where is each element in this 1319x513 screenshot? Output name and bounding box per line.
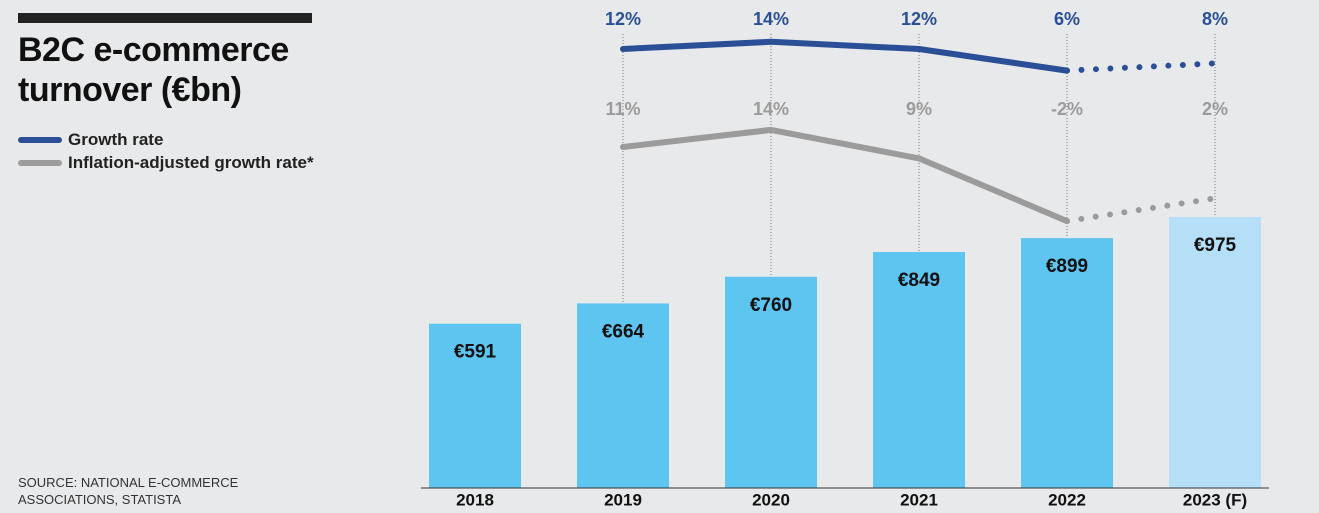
line-value-label: 14% (753, 99, 789, 119)
legend-swatch (18, 137, 62, 143)
bar-value-label: €760 (750, 295, 792, 316)
line (620, 126, 1070, 225)
x-tick-label: 2021 (900, 490, 938, 509)
bar-value-label: €664 (602, 321, 645, 342)
title-rule (18, 13, 312, 23)
line-value-label: 6% (1054, 9, 1080, 29)
bar (725, 276, 817, 488)
bar-value-label: €975 (1194, 235, 1237, 256)
legend-item: Growth rate (18, 130, 163, 150)
legend-swatch (18, 160, 62, 166)
line-value-label: 9% (906, 99, 932, 119)
line (620, 38, 1070, 74)
bar-value-label: €591 (454, 342, 497, 363)
legend-label: Inflation-adjusted growth rate* (68, 153, 314, 172)
bar-value-label: €849 (898, 270, 940, 291)
line-value-label: 12% (901, 9, 937, 29)
bar (1169, 217, 1261, 488)
x-tick-label: 2019 (604, 490, 642, 509)
x-tick-label: 2023 (F) (1183, 490, 1247, 509)
x-tick-label: 2018 (456, 490, 494, 509)
line-value-label: 14% (753, 9, 789, 29)
bar (577, 303, 669, 488)
bar (873, 252, 965, 488)
line-value-label: 12% (605, 9, 641, 29)
line-value-label: 11% (605, 99, 640, 119)
forecast-line (1064, 60, 1218, 74)
chart-title: B2C e-commerce turnover (€bn) (18, 31, 289, 109)
bar-value-label: €899 (1046, 256, 1088, 277)
x-tick-label: 2020 (752, 490, 790, 509)
x-tick-label: 2022 (1048, 490, 1086, 509)
bar (429, 323, 521, 488)
line-value-label: 8% (1202, 9, 1228, 29)
line-value-label: -2% (1051, 99, 1083, 119)
forecast-line (1064, 195, 1218, 225)
legend-label: Growth rate (68, 130, 164, 149)
source-note: SOURCE: NATIONAL E-COMMERCE ASSOCIATIONS… (18, 475, 239, 507)
legend-item: Inflation-adjusted growth rate* (18, 153, 314, 173)
line-value-label: 2% (1202, 99, 1228, 119)
bar (1021, 238, 1113, 488)
